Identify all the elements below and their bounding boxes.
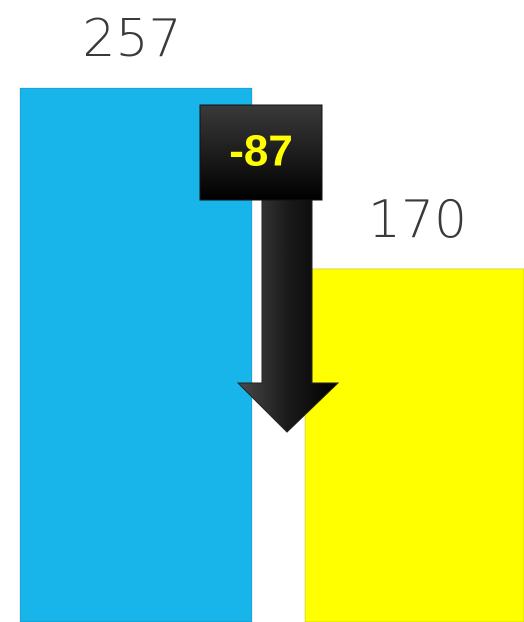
value-labels: 257 170	[82, 9, 467, 250]
value-label: 257	[82, 9, 181, 69]
difference-arrow: -87	[199, 104, 340, 433]
annotation-box	[199, 104, 323, 201]
annotation: -87	[229, 127, 293, 176]
value-label: 170	[368, 190, 467, 250]
arrow-shape	[236, 197, 340, 433]
bar	[304, 268, 524, 622]
